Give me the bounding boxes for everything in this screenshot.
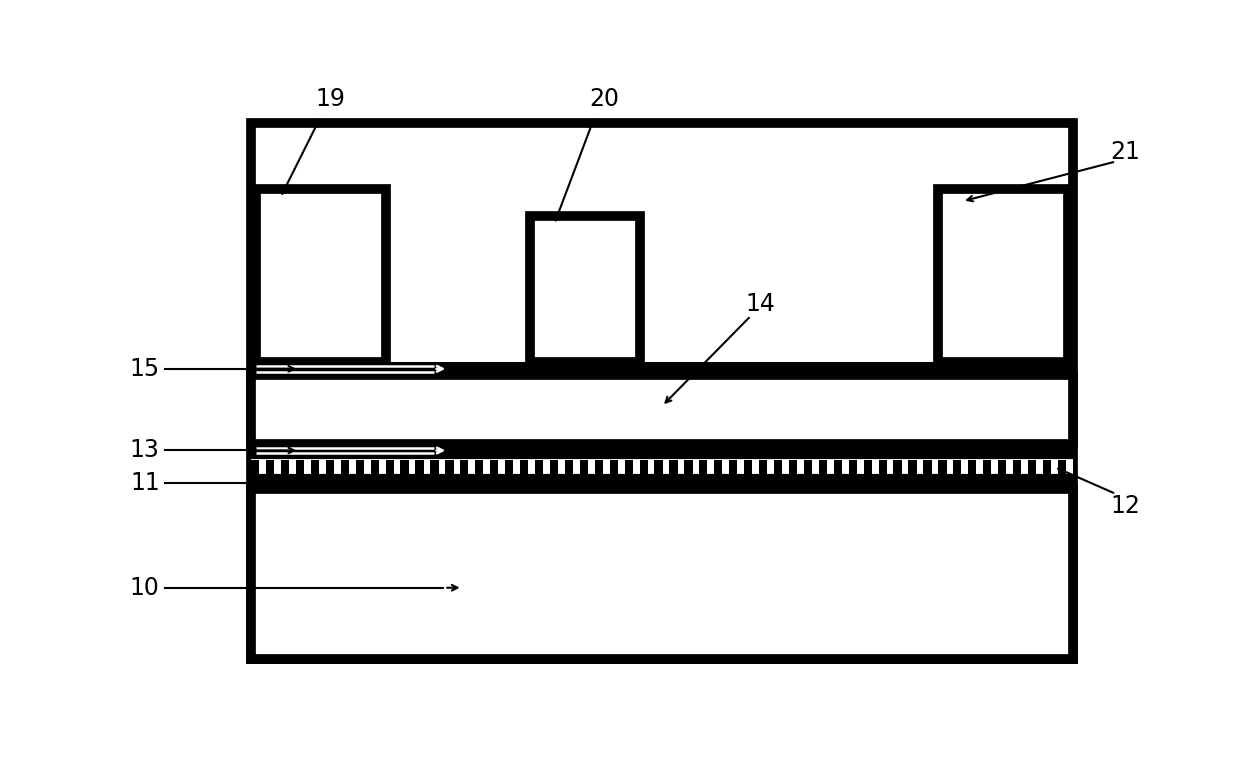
Bar (684, 460, 693, 476)
Bar (818, 460, 827, 476)
Bar (490, 460, 498, 476)
Bar (655, 460, 662, 476)
Bar (909, 460, 916, 476)
Text: 11: 11 (130, 471, 160, 495)
Bar (774, 460, 782, 476)
Bar (415, 460, 424, 476)
Bar (610, 460, 618, 476)
Bar (296, 460, 304, 476)
Bar (894, 460, 901, 476)
Bar (250, 362, 1073, 375)
Bar (356, 460, 363, 476)
Bar (759, 460, 768, 476)
Bar (863, 460, 872, 476)
Bar (250, 457, 1073, 476)
Text: 21: 21 (1111, 140, 1141, 165)
Bar (534, 460, 543, 476)
Bar (326, 460, 334, 476)
Bar (401, 460, 409, 476)
Bar (1028, 460, 1037, 476)
Bar (939, 460, 946, 476)
Bar (804, 460, 812, 476)
Bar (744, 460, 753, 476)
Text: 13: 13 (130, 438, 160, 463)
Text: 20: 20 (589, 87, 619, 111)
Bar (983, 460, 991, 476)
Text: 10: 10 (130, 576, 160, 600)
Bar (430, 460, 439, 476)
Bar (954, 460, 961, 476)
Bar (565, 460, 573, 476)
Bar (371, 460, 379, 476)
Bar (250, 122, 1073, 659)
Bar (267, 460, 274, 476)
Bar (595, 460, 603, 476)
Bar (549, 460, 558, 476)
Bar (670, 460, 677, 476)
Bar (505, 460, 513, 476)
Bar (848, 460, 857, 476)
Bar (714, 460, 723, 476)
Bar (475, 460, 484, 476)
Bar (1058, 460, 1066, 476)
Bar (998, 460, 1007, 476)
Bar (386, 460, 394, 476)
Bar (729, 460, 738, 476)
Bar (520, 460, 528, 476)
Bar (699, 460, 708, 476)
Bar (1013, 460, 1022, 476)
Bar (529, 216, 640, 362)
Bar (250, 476, 1073, 489)
Bar (640, 460, 647, 476)
Bar (460, 460, 469, 476)
Bar (924, 460, 931, 476)
Bar (833, 460, 842, 476)
Bar (250, 444, 1073, 457)
Text: 12: 12 (1111, 494, 1141, 518)
Bar (445, 460, 454, 476)
Bar (939, 190, 1068, 362)
Bar (580, 460, 588, 476)
Bar (311, 460, 319, 476)
Bar (968, 460, 976, 476)
Text: 14: 14 (745, 292, 775, 316)
Bar (250, 375, 1073, 444)
Bar (789, 460, 797, 476)
Bar (341, 460, 348, 476)
Text: 15: 15 (130, 357, 160, 381)
Bar (250, 460, 259, 476)
Bar (281, 460, 289, 476)
Bar (1043, 460, 1052, 476)
Bar (250, 489, 1073, 659)
Bar (879, 460, 887, 476)
Bar (625, 460, 632, 476)
Bar (255, 190, 386, 362)
Text: 19: 19 (315, 87, 345, 111)
